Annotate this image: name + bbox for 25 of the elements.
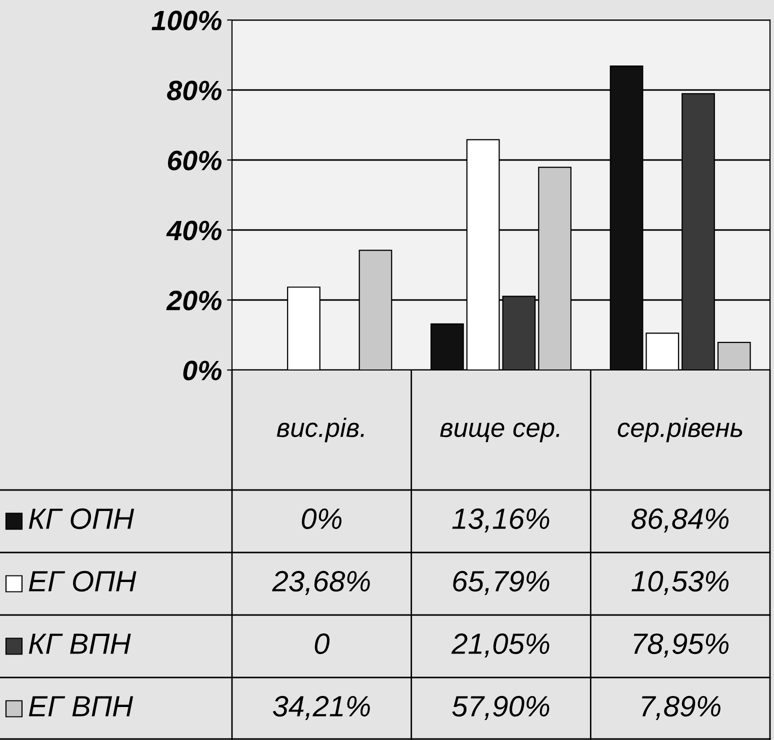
x-tick-label: вище сер. <box>440 422 560 442</box>
y-tick-label: 40% <box>166 220 222 240</box>
x-tick-label: вис.рів. <box>276 418 364 442</box>
data-label: 10,53% <box>632 570 729 596</box>
y-tick-label: 80% <box>167 80 222 100</box>
y-tick-label: 20% <box>166 290 222 310</box>
y-tick-label: 100% <box>152 10 222 30</box>
legend-label: КГ ОПН <box>28 508 134 530</box>
legend-label: ЕГ ОПН <box>28 570 136 592</box>
x-tick-label: сер.рівень <box>618 418 742 442</box>
data-label: 86,84% <box>632 508 729 533</box>
data-label: 57,90% <box>452 696 550 720</box>
data-label: 13,16% <box>452 508 550 533</box>
data-label: 23,68% <box>272 570 370 596</box>
data-label: 7,89% <box>642 696 720 720</box>
y-tick-label: 60% <box>168 150 222 170</box>
y-tick-label: 0% <box>183 360 222 380</box>
data-label: 34,21% <box>272 696 370 720</box>
data-label: 21,05% <box>451 633 550 658</box>
data-label: 65,79% <box>453 570 550 596</box>
legend-label: КГ ВПН <box>28 634 131 654</box>
data-label: 0% <box>302 508 342 530</box>
data-label: 78,95% <box>634 633 729 658</box>
legend-label: ЕГ ВПН <box>28 696 134 716</box>
data-label: 0 <box>314 633 330 654</box>
